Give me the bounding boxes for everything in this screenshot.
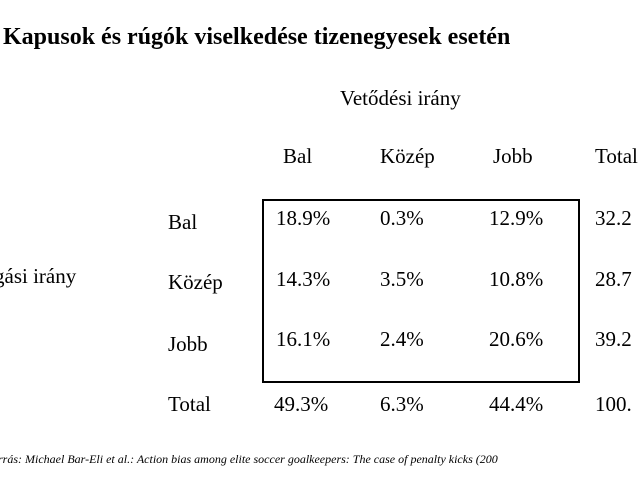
column-header-total: Total: [595, 144, 638, 168]
cell-jobb-jobb: 20.6%: [489, 327, 544, 351]
row-label-bal: Bal: [168, 210, 198, 234]
row-label-kozep: Közép: [168, 270, 223, 294]
row-label-total: Total: [168, 392, 211, 416]
cell-bal-total: 32.2: [595, 206, 632, 230]
cell-jobb-bal: 16.1%: [276, 327, 331, 351]
cell-total-bal: 49.3%: [274, 392, 329, 416]
cell-kozep-bal: 14.3%: [276, 267, 331, 291]
cell-total-kozep: 6.3%: [380, 392, 424, 416]
cell-kozep-jobb: 10.8%: [489, 267, 544, 291]
source-citation: orrás: Michael Bar-Eli et al.: Action bi…: [0, 452, 498, 466]
cell-bal-bal: 18.9%: [276, 206, 331, 230]
row-label-jobb: Jobb: [168, 332, 208, 356]
column-header-kozep: Közép: [380, 144, 435, 168]
column-header-jobb: Jobb: [493, 144, 533, 168]
cell-bal-kozep: 0.3%: [380, 206, 424, 230]
row-group-label: gási irány: [0, 264, 77, 288]
matrix-border: [262, 199, 580, 383]
cell-kozep-total: 28.7: [595, 267, 632, 291]
column-group-label: Vetődési irány: [340, 86, 461, 110]
cell-jobb-total: 39.2: [595, 327, 632, 351]
cell-jobb-kozep: 2.4%: [380, 327, 424, 351]
page-title: Kapusok és rúgók viselkedése tizenegyese…: [3, 24, 511, 50]
cell-kozep-kozep: 3.5%: [380, 267, 424, 291]
cell-total-jobb: 44.4%: [489, 392, 544, 416]
column-header-bal: Bal: [283, 144, 313, 168]
cell-total-total: 100.: [595, 392, 632, 416]
cell-bal-jobb: 12.9%: [489, 206, 544, 230]
